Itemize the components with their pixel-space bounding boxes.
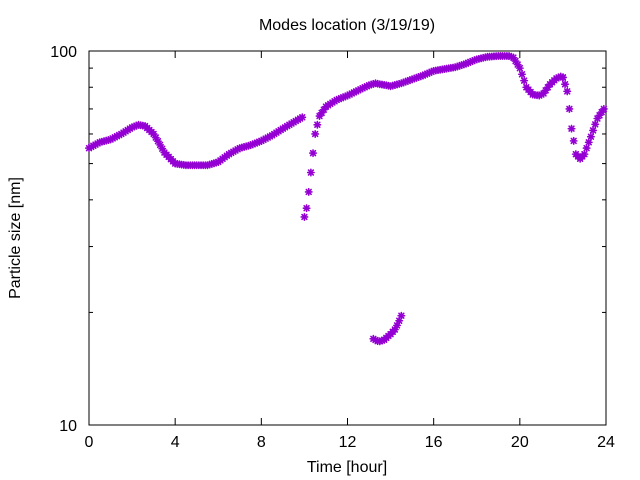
y-tick-label: 10 (59, 418, 77, 435)
x-tick-label: 12 (339, 434, 357, 451)
y-axis-label: Particle size [nm] (7, 177, 24, 299)
data-point (567, 124, 576, 133)
chart-title: Modes location (3/19/19) (259, 17, 435, 34)
x-tick-label: 4 (171, 434, 180, 451)
data-point (298, 113, 307, 122)
data-point (520, 76, 529, 85)
data-point (313, 120, 322, 129)
data-point (584, 138, 593, 147)
data-point (309, 149, 318, 158)
data-point (591, 120, 600, 129)
data-point (311, 129, 320, 138)
data-point (565, 104, 574, 113)
data-point (515, 64, 524, 73)
x-tick-label: 0 (85, 434, 94, 451)
data-point (302, 204, 311, 213)
data-point (599, 104, 608, 113)
x-tick-label: 20 (511, 434, 529, 451)
data-point (304, 187, 313, 196)
y-tick-label: 100 (50, 44, 77, 61)
data-point (563, 87, 572, 96)
data-point (561, 80, 570, 89)
plot-frame (88, 50, 607, 426)
data-point (580, 150, 589, 159)
axis-ticks: 0 4 8 12 16 20 24 10 100 (50, 44, 615, 451)
data-point (586, 132, 595, 141)
x-axis-label: Time [hour] (307, 459, 387, 476)
data-points (85, 51, 608, 346)
data-point (306, 168, 315, 177)
data-point (517, 70, 526, 79)
data-point (558, 73, 567, 82)
x-tick-label: 16 (425, 434, 443, 451)
data-point (397, 311, 406, 320)
data-point (569, 136, 578, 145)
data-point (582, 144, 591, 153)
data-point (300, 212, 309, 221)
x-tick-label: 8 (257, 434, 266, 451)
data-point (589, 126, 598, 135)
x-tick-label: 24 (597, 434, 615, 451)
